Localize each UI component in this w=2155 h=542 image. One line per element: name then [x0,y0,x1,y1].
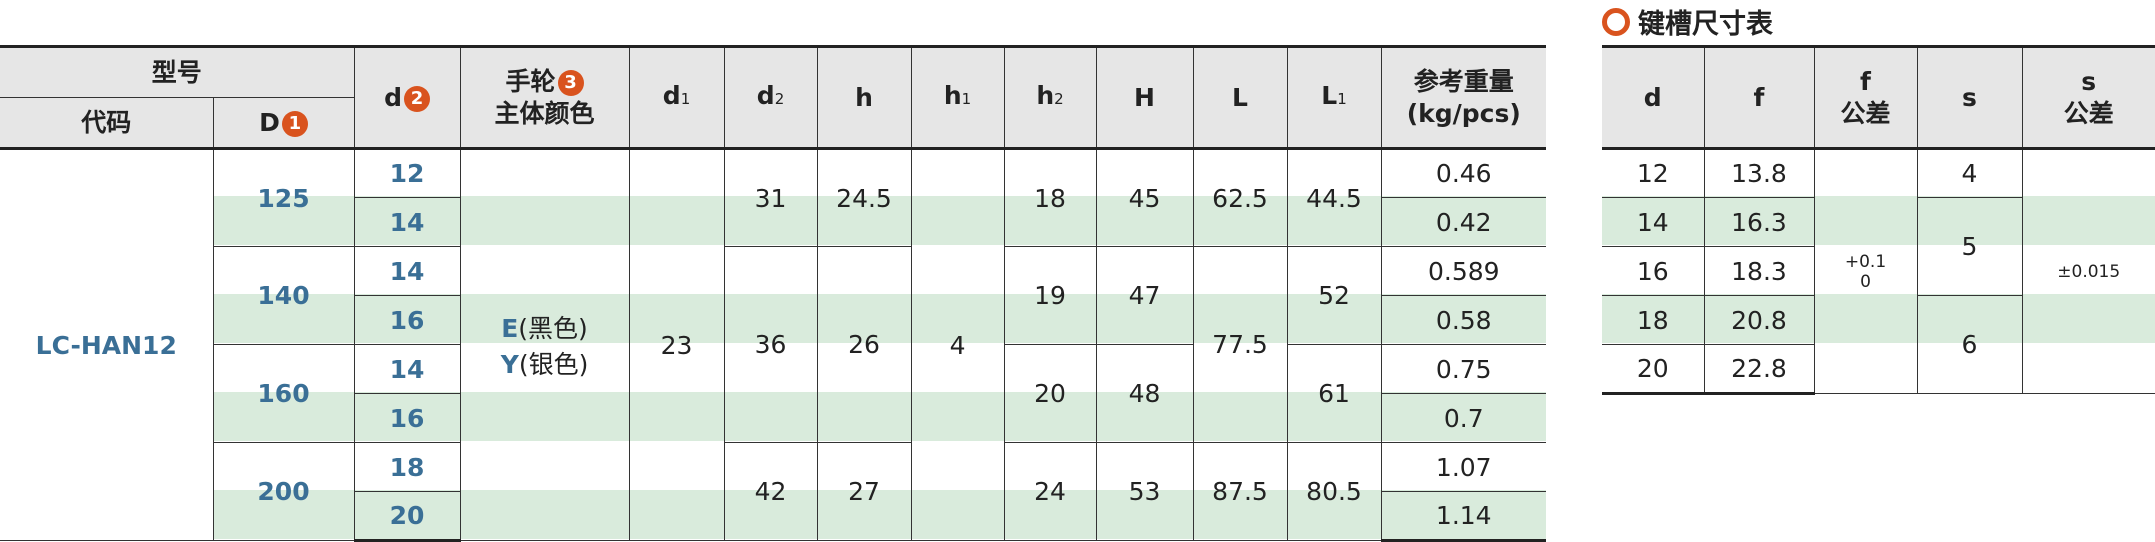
ring-icon [1602,7,1630,36]
header-H: H [1095,45,1194,150]
s-cell: 4 [1916,148,2023,198]
table-row: 20 22.8 [1602,344,2155,395]
header-d2: d2 [723,45,818,150]
weight-cell: 0.46 [1380,148,1547,198]
table-row: 16 18.3 [1602,246,2155,296]
f-cell: 16.3 [1703,197,1815,247]
color-cell: E(黑色) Y(银色) [459,148,630,541]
h2-cell: 18 [1003,148,1097,247]
d1-cell: 23 [628,148,725,541]
h-cell: 26 [816,246,912,443]
s-tolerance-cell: ±0.015 [2021,148,2155,394]
f-cell: 18.3 [1703,246,1814,296]
table-row: 12 13.8 +0.1 0 4 ±0.015 [1602,148,2155,394]
header-model: 型号 [0,45,355,98]
header-h: h [816,45,912,150]
badge-3: 3 [557,69,584,96]
header-code: 代码 [0,97,214,150]
f-tolerance-cell: +0.1 0 [1813,148,1918,394]
L-cell: 87.5 [1192,442,1288,541]
H-cell: 48 [1095,344,1194,443]
table-row: 18 20.8 6 [1602,295,2155,394]
table-row: 16 0.58 [0,295,1547,345]
f-cell: 13.8 [1703,148,1815,198]
D-cell: 140 [213,246,355,345]
D-cell: 200 [213,442,355,541]
h2-cell: 24 [1003,442,1097,541]
weight-cell: 0.75 [1380,344,1547,394]
L1-cell: 61 [1286,344,1382,443]
d-cell: 14 [353,246,461,296]
table-row: 14 0.42 [0,197,1547,247]
badge-1: 1 [281,110,308,137]
header-color: 手轮 3 主体颜色 [459,45,630,150]
header-s-tolerance: s 公差 [2021,45,2155,150]
d-cell: 14 [1602,197,1705,247]
d2-cell: 36 [723,246,818,443]
header-s: s [1916,45,2023,150]
d-cell: 12 [1602,148,1705,198]
s-cell: 5 [1916,197,2022,296]
header-L: L [1192,45,1288,150]
header-weight: 参考重量 (kg/pcs) [1380,45,1547,150]
h2-cell: 19 [1003,246,1097,345]
D-cell: 160 [213,344,355,443]
header-f-tolerance: f 公差 [1813,45,1918,150]
keyway-title: 键槽尺寸表 [1602,2,1773,41]
header-d1: d1 [628,45,725,150]
d-cell: 16 [1602,246,1705,296]
table-row: 14 16.3 5 [1602,197,2155,296]
header-f: f [1703,45,1815,150]
table-row: LC-HAN12 125 12 E(黑色) Y(银色) 23 31 24.5 4 … [0,148,1547,541]
weight-cell: 0.589 [1380,246,1547,296]
D-cell: 125 [212,148,355,247]
d-cell: 16 [354,295,461,345]
H-cell: 53 [1095,442,1194,541]
d-cell: 14 [354,197,461,247]
L-cell: 77.5 [1192,246,1288,443]
d-cell: 18 [353,442,461,492]
keyway-table: d f f 公差 s s 公差 12 13.8 +0.1 0 4 ±0.015 14 … [1602,45,2155,395]
weight-cell: 0.42 [1380,197,1547,247]
f-cell: 22.8 [1703,344,1814,395]
h-cell: 27 [816,442,912,541]
d-cell: 20 [1602,344,1705,395]
table-row: 200 18 42 27 24 53 87.5 80.5 1.07 [0,442,1547,541]
d-cell: 20 [354,491,461,542]
s-cell: 6 [1916,295,2022,394]
header-d: d [1602,45,1705,150]
h1-cell: 4 [910,148,1005,541]
h-cell: 24.5 [816,148,912,247]
code-cell: LC-HAN12 [0,148,214,541]
weight-cell: 0.58 [1380,295,1547,345]
h2-cell: 20 [1003,344,1097,443]
H-cell: 47 [1095,246,1194,345]
L1-cell: 52 [1286,246,1382,345]
header-L1: L1 [1286,45,1382,150]
table-row: 140 14 36 26 19 47 77.5 52 0.589 [0,246,1547,443]
d-cell: 16 [354,393,461,443]
f-cell: 20.8 [1703,295,1815,345]
H-cell: 45 [1095,148,1194,247]
d-cell: 14 [353,344,461,394]
d-cell: 12 [353,148,461,198]
weight-cell: 1.07 [1380,442,1547,492]
L1-cell: 80.5 [1286,442,1382,541]
header-h1: h1 [910,45,1005,150]
L1-cell: 44.5 [1286,148,1382,247]
header-h2: h2 [1003,45,1097,150]
d2-cell: 31 [723,148,818,247]
d2-cell: 42 [723,442,818,541]
d-cell: 18 [1602,295,1705,345]
table-row: 160 14 20 48 61 0.75 [0,344,1547,443]
weight-cell: 1.14 [1380,491,1547,542]
badge-2: 2 [403,85,430,112]
weight-cell: 0.7 [1380,393,1547,443]
L-cell: 62.5 [1192,148,1288,247]
